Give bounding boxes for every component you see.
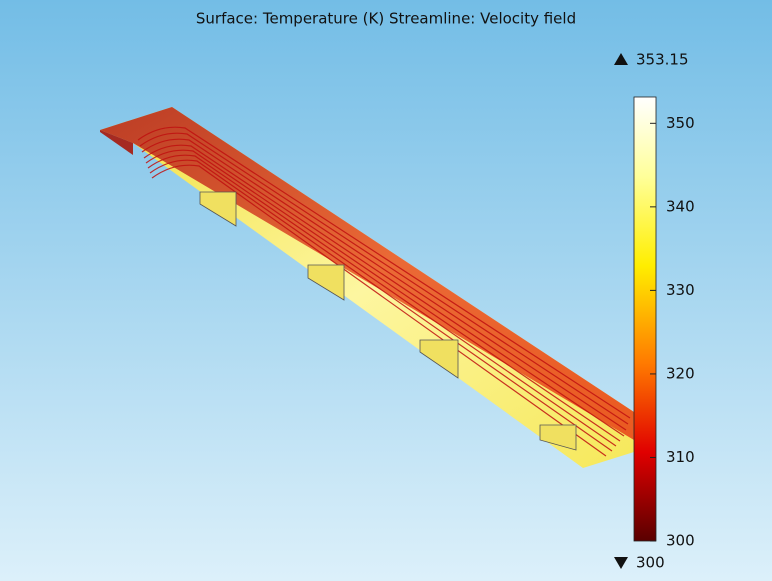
plot-title: Surface: Temperature (K) Streamline: Vel… [196, 10, 576, 28]
colorbar-min-label: 300 [636, 554, 665, 572]
tick-label: 300 [666, 532, 695, 550]
plot-window: Surface: Temperature (K) Streamline: Vel… [0, 0, 772, 581]
colorbar [634, 97, 656, 541]
tick-label: 330 [666, 281, 695, 299]
tick-label: 320 [666, 364, 695, 382]
tick-label: 350 [666, 114, 695, 132]
tick-label: 340 [666, 197, 695, 215]
tick-label: 310 [666, 448, 695, 466]
colorbar-max-label: 353.15 [636, 51, 689, 69]
